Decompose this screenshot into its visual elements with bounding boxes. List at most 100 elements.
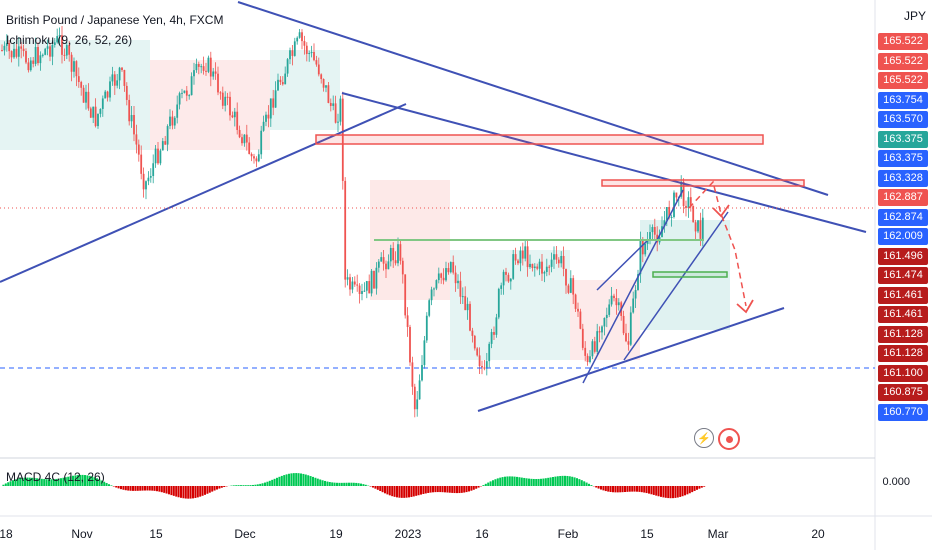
candle-body	[308, 53, 311, 55]
support-zone-small[interactable]	[652, 271, 728, 278]
candle-body	[682, 181, 685, 206]
candle-body	[29, 60, 32, 71]
macd-bar	[136, 486, 139, 491]
macd-bar	[460, 486, 463, 493]
candle-body	[32, 60, 35, 64]
macd-bar	[360, 483, 362, 486]
trendline-upper-descending[interactable]	[237, 1, 829, 196]
macd-bar	[494, 479, 497, 486]
macd-bar	[345, 482, 348, 486]
channel-line-mid[interactable]	[596, 239, 649, 291]
macd-bar	[424, 486, 427, 494]
candle-body	[442, 277, 445, 281]
macd-bar	[242, 485, 245, 486]
channel-line-right[interactable]	[623, 211, 729, 361]
candle-body	[181, 92, 183, 94]
candle-body	[622, 315, 625, 334]
candle-body	[75, 61, 78, 77]
macd-bar	[7, 482, 10, 486]
candle-body	[365, 281, 368, 291]
candle-body	[142, 173, 145, 190]
candle-body	[593, 341, 596, 352]
trendline-long-ascending[interactable]	[0, 103, 407, 283]
candles	[1, 25, 704, 418]
macd-bar	[309, 476, 312, 486]
macd-bar	[501, 477, 504, 486]
ichimoku-legend[interactable]: Ichimoku (9, 26, 52, 26)	[6, 33, 133, 47]
macd-bar	[110, 485, 113, 486]
candle-body	[353, 281, 356, 285]
resistance-zone-lower[interactable]	[601, 179, 805, 187]
candle-body	[65, 45, 68, 56]
candle-body	[601, 326, 603, 333]
candle-body	[130, 115, 133, 122]
candle-body	[692, 205, 695, 223]
candle-body	[488, 343, 491, 362]
macd-bar	[62, 477, 65, 486]
macd-bar	[122, 486, 125, 490]
macd-bar	[636, 486, 638, 492]
candle-body	[253, 156, 255, 159]
macd-legend[interactable]: MACD 4C (12, 26)	[6, 470, 105, 484]
lightning-icon[interactable]: ⚡	[694, 428, 714, 448]
macd-bar	[333, 482, 336, 486]
macd-bar	[609, 486, 612, 492]
candle-body	[274, 90, 277, 108]
trendline-lower-descending[interactable]	[341, 92, 867, 233]
candle-body	[61, 35, 63, 55]
macd-bar	[372, 486, 374, 488]
macd-bar	[506, 476, 509, 486]
candle-body	[217, 73, 219, 93]
macd-bar	[355, 482, 358, 486]
channel-line-left[interactable]	[582, 189, 684, 384]
projection-arrow-path[interactable]	[688, 180, 747, 307]
macd-bar	[400, 486, 403, 498]
resistance-zone-upper[interactable]	[315, 134, 764, 145]
macd-bar	[412, 486, 415, 497]
candle-body	[382, 257, 385, 264]
candle-body	[370, 270, 373, 294]
macd-bar	[76, 475, 79, 486]
macd-bar	[285, 474, 288, 486]
candle-body	[591, 341, 594, 357]
macd-bar	[475, 486, 478, 489]
candle-body	[219, 92, 222, 94]
macd-bar	[439, 486, 442, 493]
macd-bar	[328, 482, 331, 486]
arrowhead-1	[712, 204, 730, 218]
candle-body	[332, 103, 335, 106]
macd-bar	[33, 478, 36, 486]
macd-bar	[288, 473, 290, 486]
candle-body	[560, 255, 563, 264]
target-icon[interactable]	[718, 428, 740, 450]
macd-bar	[470, 486, 473, 491]
candle-body	[121, 67, 123, 71]
candle-body	[565, 268, 567, 286]
macd-bar	[194, 486, 197, 498]
macd-bar	[326, 481, 329, 486]
candle-body	[687, 197, 690, 208]
x-tick-label: 15	[149, 527, 163, 541]
macd-bar	[376, 486, 379, 490]
macd-bar	[463, 486, 466, 493]
candle-body	[699, 220, 702, 239]
candle-body	[416, 399, 419, 410]
candle-body	[346, 277, 349, 280]
candle-body	[241, 137, 243, 144]
macd-bar	[556, 476, 559, 486]
macd-bar	[672, 486, 674, 499]
candle-body	[689, 197, 692, 206]
candle-body	[521, 250, 524, 259]
symbol-title[interactable]: British Pound / Japanese Yen, 4h, FXCM	[6, 13, 224, 27]
macd-bar	[268, 480, 271, 486]
macd-bar	[369, 486, 372, 487]
macd-bar	[566, 475, 569, 486]
trendline-lower-ascending[interactable]	[477, 307, 785, 412]
candle-body	[188, 95, 191, 97]
arrowhead-2	[736, 299, 754, 314]
candle-body	[577, 308, 579, 312]
drawings[interactable]	[0, 1, 875, 412]
candle-body	[37, 47, 39, 64]
